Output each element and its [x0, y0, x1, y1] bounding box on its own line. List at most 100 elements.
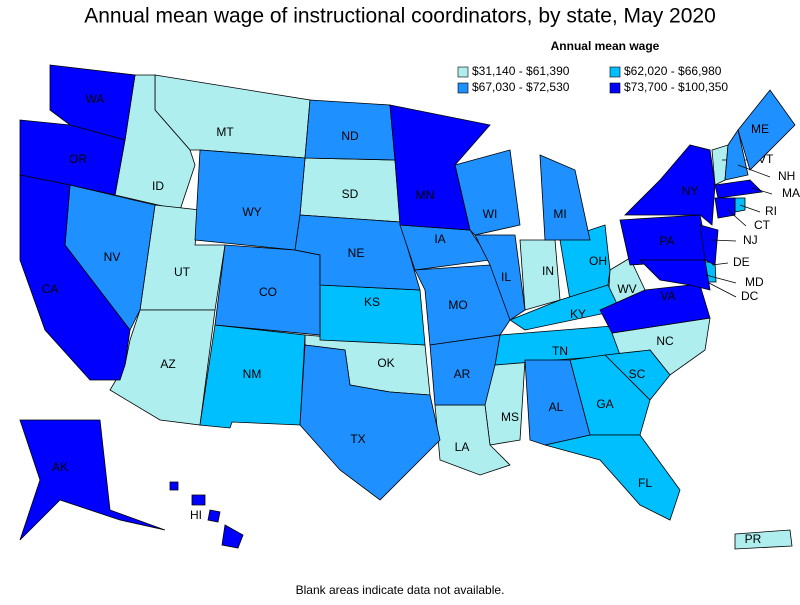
- legend-swatch: [457, 82, 469, 94]
- state-shape: [559, 224, 611, 301]
- legend-label: $31,140 - $61,390: [472, 64, 570, 78]
- state-label: ND: [341, 129, 359, 143]
- state-label: MI: [553, 207, 566, 221]
- state-label: AL: [549, 400, 564, 414]
- state-label: SD: [342, 187, 359, 201]
- leader-line: [737, 164, 771, 178]
- state-label: NE: [348, 246, 365, 260]
- state-label: PR: [745, 532, 762, 546]
- leader-line: [711, 239, 737, 242]
- state-label: WY: [242, 205, 261, 219]
- footnote: Blank areas indicate data not available.: [296, 583, 505, 597]
- state-label: IA: [434, 232, 445, 246]
- state-label: WA: [86, 92, 105, 106]
- state-shape: [714, 197, 736, 219]
- state-shape: [191, 494, 206, 506]
- state-shape: [699, 224, 719, 266]
- state-label: SC: [629, 367, 646, 381]
- state-label: NH: [778, 169, 795, 183]
- state-shape: [429, 334, 501, 406]
- state-shape: [389, 104, 491, 231]
- state-label: NC: [656, 334, 674, 348]
- state-label: NM: [243, 367, 262, 381]
- state-shape: [109, 309, 216, 426]
- state-shape: [199, 324, 306, 429]
- state-shape: [207, 509, 221, 523]
- legend-swatch: [609, 82, 621, 94]
- state-shape: [714, 179, 763, 199]
- legend-label: $62,020 - $66,980: [624, 64, 722, 78]
- state-label: NJ: [743, 233, 758, 247]
- state-label: HI: [190, 508, 202, 522]
- state-label: CA: [42, 282, 59, 296]
- state-label: IN: [542, 264, 554, 278]
- legend-label: $73,700 - $100,350: [624, 80, 728, 94]
- legend-title: Annual mean wage: [551, 39, 660, 53]
- state-shape: [19, 419, 166, 541]
- state-label: TN: [552, 344, 568, 358]
- state-label: MS: [501, 410, 519, 424]
- state-shape: [319, 284, 426, 346]
- state-shape: [544, 434, 681, 521]
- leader-line: [705, 274, 737, 284]
- state-label: IL: [501, 270, 511, 284]
- leader-line: [727, 209, 747, 227]
- state-shape: [299, 344, 441, 501]
- state-label: ID: [152, 179, 164, 193]
- state-shape: [509, 284, 621, 331]
- state-shape: [724, 128, 749, 181]
- state-label: NV: [104, 250, 121, 264]
- state-label: AK: [52, 460, 68, 474]
- state-label: MN: [416, 188, 435, 202]
- state-shape: [624, 144, 716, 226]
- leader-line: [751, 187, 773, 195]
- state-label: WV: [617, 282, 636, 296]
- state-label: CO: [259, 285, 277, 299]
- state-label: OR: [69, 152, 87, 166]
- state-label: NY: [682, 184, 699, 198]
- state-label: ME: [751, 122, 769, 136]
- state-label: RI: [765, 204, 777, 218]
- state-shape: [19, 174, 131, 381]
- state-label: PA: [659, 234, 674, 248]
- state-shape: [737, 89, 796, 171]
- state-shape: [519, 239, 561, 311]
- state-label: DC: [741, 289, 759, 303]
- state-label: MO: [448, 298, 467, 312]
- state-shape: [524, 359, 591, 446]
- state-label: VA: [660, 289, 675, 303]
- state-shape: [214, 244, 321, 336]
- state-label: AZ: [160, 357, 175, 371]
- state-label: MT: [216, 125, 234, 139]
- state-label: UT: [174, 265, 191, 279]
- state-label: DE: [733, 255, 750, 269]
- state-shape: [539, 154, 591, 241]
- state-shape: [221, 524, 244, 549]
- map-title: Annual mean wage of instructional coordi…: [84, 5, 716, 28]
- state-label: OK: [377, 356, 394, 370]
- state-shape: [169, 481, 179, 491]
- state-label: MA: [782, 186, 800, 200]
- legend-swatch: [457, 66, 469, 78]
- state-label: CT: [754, 218, 771, 232]
- state-label: KS: [364, 295, 380, 309]
- state-label: LA: [455, 440, 470, 454]
- state-label: KY: [570, 307, 586, 321]
- state-label: TX: [350, 432, 365, 446]
- legend-label: $67,030 - $72,530: [472, 80, 570, 94]
- state-label: AR: [454, 367, 471, 381]
- state-label: WI: [483, 207, 498, 221]
- state-shape: [734, 529, 793, 550]
- state-label: GA: [596, 397, 613, 411]
- state-shape: [639, 259, 711, 291]
- state-label: FL: [638, 476, 652, 490]
- state-label: MD: [745, 275, 764, 289]
- legend: $31,140 - $61,390 $62,020 - $66,980 $67,03…: [457, 64, 728, 94]
- state-label: OH: [589, 254, 607, 268]
- state-shape: [194, 149, 306, 251]
- legend-swatch: [609, 66, 621, 78]
- leader-line: [739, 204, 761, 213]
